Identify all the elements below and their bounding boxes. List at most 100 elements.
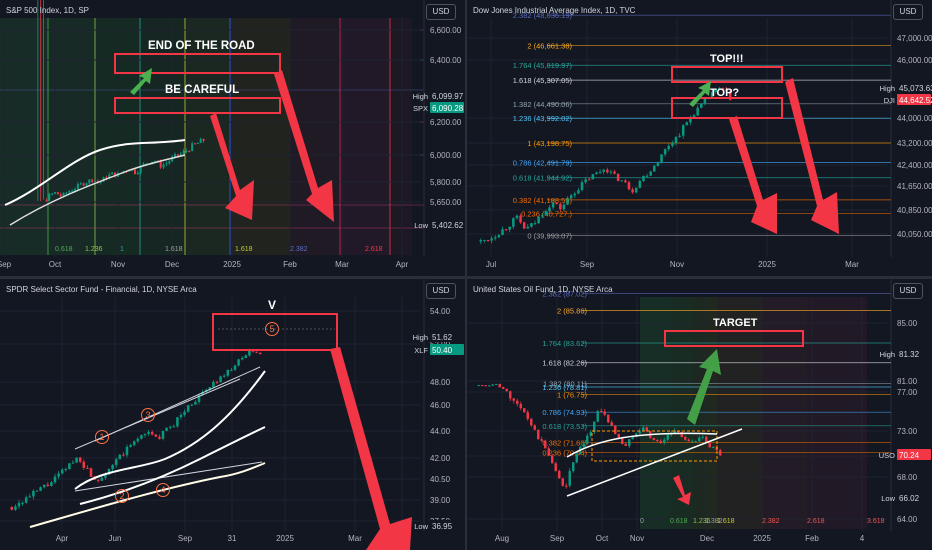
candle-body — [174, 154, 176, 157]
xlf-chart-panel[interactable]: 54.0052.0048.0046.0044.0042.0040.5039.00… — [0, 279, 465, 550]
price-tag-high-value: 6,099.97 — [432, 92, 464, 101]
candle-body — [566, 198, 569, 205]
fib-time-label: 1.618 — [165, 246, 183, 253]
candle-body — [575, 453, 578, 463]
x-tick-label: Jun — [109, 534, 122, 543]
annotation-v: V — [268, 298, 276, 312]
price-tag-high: High 51.62 — [413, 331, 464, 342]
top-box — [212, 313, 338, 351]
spx-currency-button[interactable]: USD — [426, 4, 456, 20]
candle-body — [168, 426, 172, 428]
annotation-top-question: TOP? — [710, 87, 739, 99]
candle-body — [202, 138, 205, 141]
uso-chart-panel[interactable]: 85.0081.0077.0073.0070.0068.0064.00AugSe… — [467, 279, 932, 550]
x-tick-label: Sep — [550, 534, 565, 543]
candle-body — [656, 439, 659, 441]
price-tag-last-label: DJI — [884, 96, 895, 105]
candle-body — [710, 91, 714, 98]
candle-body — [540, 439, 543, 441]
uso-chart-svg[interactable]: 85.0081.0077.0073.0070.0068.0064.00AugSe… — [467, 279, 932, 550]
x-tick-label: Jul — [486, 260, 496, 269]
candle-body — [498, 384, 501, 388]
y-tick-label: 47,000.00 — [897, 34, 932, 43]
candle-body — [78, 457, 82, 462]
spx-chart-panel[interactable]: 6,600.00 6,400.00 6,200.00 6,000.00 5,800.00… — [0, 0, 465, 276]
price-tag-last-bg — [430, 102, 464, 113]
price-tag-low-bg — [430, 520, 464, 531]
candle-body — [689, 117, 692, 123]
vertical-pane-divider[interactable] — [465, 0, 467, 550]
candle-body — [696, 107, 699, 116]
price-tag-high: High 81.32 — [880, 348, 931, 359]
candle-body — [230, 369, 233, 371]
price-tag-high-bg — [430, 331, 464, 342]
candle-body — [196, 143, 199, 145]
candle-body — [584, 179, 587, 183]
candle-body — [628, 439, 631, 446]
candle-body — [71, 462, 75, 464]
candle-body — [194, 143, 196, 145]
dji-chart-panel[interactable]: 47,000.00 46,000.00 44,000.00 43,200.00 42,4… — [467, 0, 932, 276]
fib-level-label: 0.786 (42,491.79) — [513, 158, 573, 167]
y-tick-label: 77.00 — [897, 388, 918, 397]
price-tag-last-label: USO — [879, 451, 895, 460]
x-tick-label: Sep — [178, 534, 193, 543]
candle-body — [481, 385, 484, 387]
wave-circle — [141, 408, 155, 422]
red-arrow-down-2 — [785, 78, 839, 234]
candle-body — [512, 398, 515, 401]
y-tick-label: 68.00 — [897, 473, 918, 482]
xlf-chart-svg[interactable]: 54.0052.0048.0046.0044.0042.0040.5039.00… — [0, 279, 465, 550]
x-tick-label: Nov — [670, 260, 684, 269]
fib-level-label: 1.764 (83.62) — [542, 339, 587, 348]
candle-body — [512, 218, 515, 227]
price-tag-low-label: Low — [414, 522, 428, 531]
candle-body — [147, 432, 150, 434]
candle-body — [663, 149, 667, 155]
spx-chart-svg[interactable]: 6,600.00 6,400.00 6,200.00 6,000.00 5,800.00… — [0, 0, 465, 276]
candle-body — [569, 195, 573, 199]
y-tick-label: 6,000.00 — [430, 151, 462, 160]
candle-body — [519, 403, 522, 409]
candle-body — [136, 172, 139, 174]
candle-body — [208, 387, 212, 390]
candle-body — [659, 440, 662, 443]
y-tick-label: 5,650.00 — [430, 198, 462, 207]
candle-body — [96, 479, 100, 481]
y-tick-label: 81.00 — [897, 377, 918, 386]
candle-body — [698, 437, 701, 442]
dji-chart-svg[interactable]: 47,000.00 46,000.00 44,000.00 43,200.00 42,4… — [467, 0, 932, 276]
moving-average-slow — [29, 462, 266, 528]
price-tag-last-label: XLF — [414, 346, 428, 355]
horizontal-pane-divider[interactable] — [0, 276, 932, 279]
candle-body — [212, 381, 215, 388]
candle-body — [617, 433, 620, 439]
candle-body — [104, 474, 107, 478]
dji-currency-button[interactable]: USD — [893, 4, 923, 20]
candle-body — [129, 445, 132, 447]
xlf-currency-button[interactable]: USD — [426, 283, 456, 299]
uso-currency-button[interactable]: USD — [893, 283, 923, 299]
fib-time-label: 2.382 — [290, 246, 308, 253]
candle-body — [645, 175, 649, 177]
candle-body — [483, 240, 486, 242]
price-tag-last: DJI 44,642.52 — [884, 94, 932, 105]
candle-body — [57, 473, 60, 477]
candle-body — [652, 437, 655, 440]
fib-time-label: 1.236 — [85, 246, 103, 253]
candle-body — [642, 427, 645, 432]
red-arrow-down — [330, 347, 412, 550]
candle-body — [684, 437, 687, 440]
candle-body — [190, 404, 194, 406]
candle-body — [645, 427, 648, 432]
x-tick-label: Mar — [845, 260, 859, 269]
fib-time-label: 2.382 — [762, 518, 780, 525]
candle-body — [105, 177, 108, 179]
x-tick-label: Dec — [700, 534, 714, 543]
candle-body — [48, 193, 51, 201]
green-arrow-up — [687, 349, 721, 425]
candle-body — [74, 189, 76, 191]
green-arrow-up — [689, 81, 711, 107]
x-tick-label: 2025 — [223, 260, 241, 269]
candle-body — [143, 433, 147, 436]
